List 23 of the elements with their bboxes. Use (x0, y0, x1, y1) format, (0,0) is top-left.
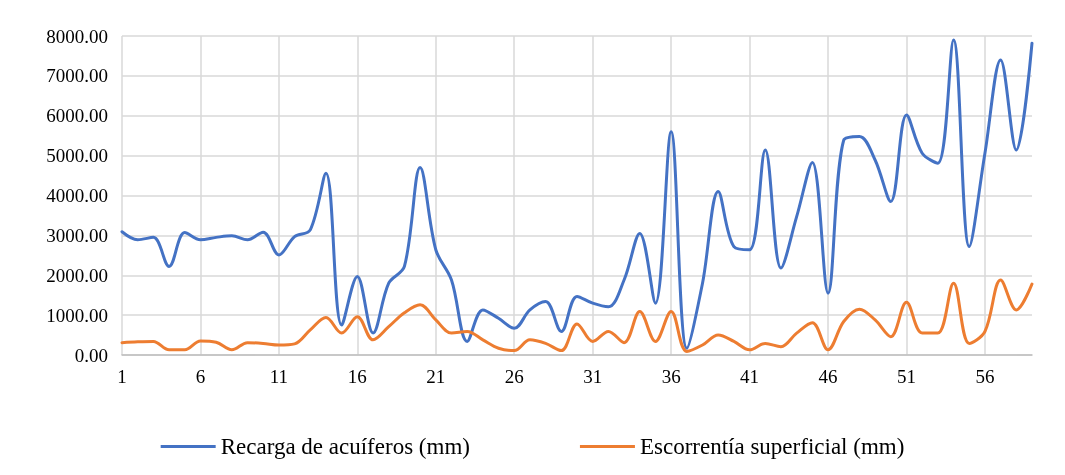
y-tick-label: 0.00 (74, 344, 108, 366)
x-tick-label: 56 (975, 366, 995, 387)
legend-label: Escorrentía superficial (mm) (639, 434, 905, 459)
x-tick-label: 31 (583, 366, 603, 387)
y-tick-label: 8000.00 (46, 25, 108, 47)
y-tick-label: 1000.00 (46, 304, 108, 326)
y-tick-label: 6000.00 (46, 105, 108, 127)
x-tick-label: 36 (661, 366, 681, 387)
x-tick-label: 46 (818, 366, 838, 387)
x-tick-label: 6 (195, 366, 206, 387)
y-tick-label: 3000.00 (46, 224, 108, 246)
x-tick-label: 11 (269, 366, 289, 387)
x-tick-label: 41 (740, 366, 760, 387)
y-tick-label: 5000.00 (46, 145, 108, 167)
x-tick-label: 16 (347, 366, 367, 387)
x-tick-label: 1 (117, 366, 127, 387)
x-tick-label: 26 (504, 366, 524, 387)
x-tick-label: 51 (896, 366, 916, 387)
y-tick-label: 4000.00 (46, 185, 108, 206)
y-tick-label: 2000.00 (46, 264, 108, 286)
y-tick-label: 7000.00 (46, 65, 108, 87)
legend-label: Recarga de acuíferos (mm) (220, 434, 470, 459)
x-tick-label: 21 (426, 366, 446, 387)
